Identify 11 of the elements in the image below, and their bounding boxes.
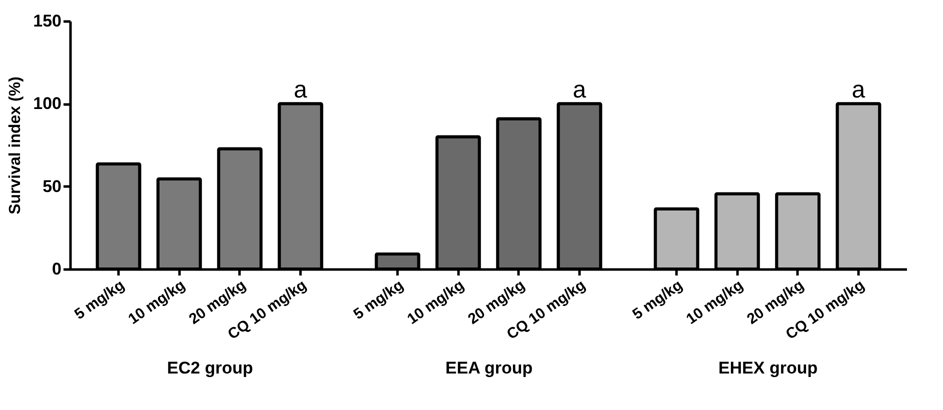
x-axis-title: EHEX group xyxy=(718,358,818,378)
x-axis-title: EC2 group xyxy=(167,358,253,378)
annotation: a xyxy=(572,76,587,104)
x-axis-title: EEA group xyxy=(445,358,533,378)
y-tick-label: 50 xyxy=(42,176,62,196)
y-tick-label: 100 xyxy=(33,94,62,114)
annotation: a xyxy=(852,76,866,104)
y-tick-label: 0 xyxy=(52,260,62,278)
y-axis-title: Survival index (%) xyxy=(7,76,24,214)
y-tick-label: 150 xyxy=(33,12,62,30)
annotation: a xyxy=(294,76,308,104)
